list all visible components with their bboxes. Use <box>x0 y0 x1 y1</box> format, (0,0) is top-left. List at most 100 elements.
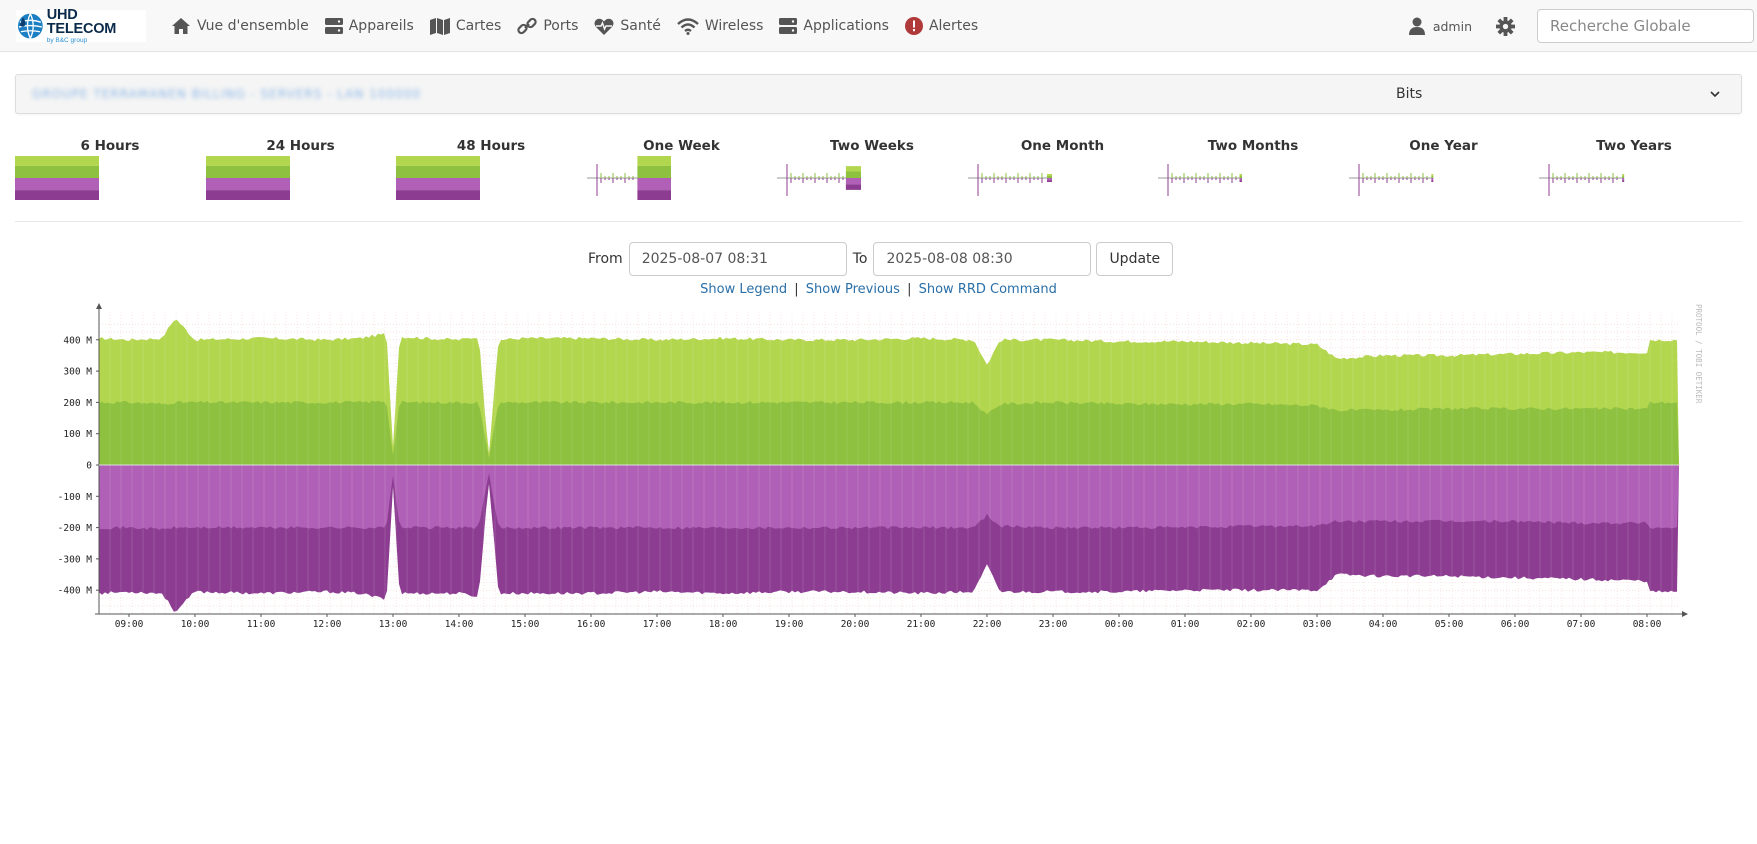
grid-overlay <box>98 312 1673 614</box>
x-tick-label: 04:00 <box>1369 619 1398 630</box>
thumbnail-two-months[interactable]: Two Months <box>1158 136 1348 204</box>
y-tick-label: 0 <box>86 461 92 472</box>
x-tick-label: 00:00 <box>1105 619 1134 630</box>
link-separator: | <box>907 282 912 297</box>
from-date-input[interactable] <box>628 242 847 276</box>
thumbnail-label: One Week <box>643 138 720 154</box>
y-axis-arrow <box>96 303 102 309</box>
show-rrd-command-link[interactable]: Show RRD Command <box>918 282 1057 297</box>
server-icon <box>779 18 798 34</box>
thumbnail-label: Two Weeks <box>830 138 914 154</box>
nav-wireless-label: Wireless <box>704 18 764 34</box>
brand-tagline: by B&C group <box>46 36 88 44</box>
port-title: GROUPE TERRAMANEN BILLING - SERVERS - LA… <box>32 87 421 101</box>
x-tick-label: 21:00 <box>907 619 936 630</box>
user-menu[interactable]: admin <box>1408 17 1472 35</box>
y-tick-label: -100 M <box>58 492 93 503</box>
x-tick-label: 05:00 <box>1435 619 1464 630</box>
thumbnail-6-hours[interactable]: 6 Hours <box>15 136 205 204</box>
x-tick-label: 20:00 <box>841 619 870 630</box>
x-tick-label: 10:00 <box>181 619 210 630</box>
nav-health-label: Santé <box>620 18 661 34</box>
user-icon <box>1408 17 1425 35</box>
brand-name: UHD TELECOM <box>46 6 117 38</box>
nav-alerts-label: Alertes <box>928 18 979 34</box>
traffic-areas <box>99 319 1679 612</box>
nav-health[interactable]: Santé <box>594 18 661 35</box>
y-tick-label: -300 M <box>58 554 93 565</box>
graph-type-select[interactable]: Bits <box>1396 75 1736 113</box>
x-tick-label: 15:00 <box>511 619 540 630</box>
series-out-inner <box>99 465 1679 530</box>
x-tick-label: 07:00 <box>1567 619 1596 630</box>
home-icon <box>172 18 190 34</box>
nav-overview-label: Vue d'ensemble <box>197 18 309 34</box>
x-tick-label: 23:00 <box>1039 619 1068 630</box>
thumbnail-label: 24 Hours <box>266 138 335 154</box>
user-name: admin <box>1432 18 1472 34</box>
thumbnail-graph <box>586 156 671 200</box>
y-tick-label: 400 M <box>63 335 92 346</box>
x-axis-arrow <box>1682 611 1688 617</box>
nav-devices[interactable]: Appareils <box>324 18 414 34</box>
nav-maps-label: Cartes <box>455 18 502 34</box>
y-tick-label: 100 M <box>63 429 92 440</box>
x-tick-label: 02:00 <box>1237 619 1266 630</box>
graph-panel-header: GROUPE TERRAMANEN BILLING - SERVERS - LA… <box>15 74 1742 114</box>
x-tick-label: 08:00 <box>1633 619 1662 630</box>
wifi-icon <box>677 17 699 35</box>
x-tick-label: 17:00 <box>643 619 672 630</box>
thumbnail-graph <box>777 164 861 196</box>
y-tick-label: 300 M <box>63 367 92 378</box>
nav-applications[interactable]: Applications <box>779 18 889 34</box>
show-legend-link[interactable]: Show Legend <box>700 282 788 297</box>
global-search-input[interactable] <box>1537 9 1754 43</box>
thumbnail-one-year[interactable]: One Year <box>1348 136 1539 204</box>
date-range-form: From To Update <box>588 242 1174 276</box>
graph-links: Show Legend | Show Previous | Show RRD C… <box>0 282 1757 297</box>
y-tick-label: -400 M <box>58 586 93 597</box>
x-tick-label: 01:00 <box>1171 619 1200 630</box>
update-button[interactable]: Update <box>1096 242 1174 276</box>
thumbnail-two-years[interactable]: Two Years <box>1539 136 1729 204</box>
thumbnail-graph <box>1348 164 1433 196</box>
nav-overview[interactable]: Vue d'ensemble <box>171 17 309 35</box>
thumbnail-graph <box>15 156 99 200</box>
to-date-input[interactable] <box>873 242 1092 276</box>
link-icon <box>517 17 537 35</box>
thumbnail-graph <box>205 156 290 200</box>
thumbnail-graph <box>967 164 1052 196</box>
x-tick-label: 16:00 <box>577 619 606 630</box>
x-tick-label: 14:00 <box>445 619 474 630</box>
thumbnail-graph <box>1539 164 1625 196</box>
x-tick-label: 03:00 <box>1303 619 1332 630</box>
nav-ports[interactable]: Ports <box>517 17 578 35</box>
traffic-graph: 400 M 300 M 200 M 100 M 0 -100 M -200 M -300 M -… <box>58 303 1703 630</box>
thumbnail-label: 48 Hours <box>456 138 526 154</box>
thumbnail-one-week[interactable]: One Week <box>586 136 777 204</box>
brand-logo[interactable]: UHD TELECOM by B&C group <box>16 6 146 44</box>
thumbnail-label: 6 Hours <box>80 138 140 154</box>
x-tick-label: 13:00 <box>379 619 408 630</box>
nav-ports-label: Ports <box>543 18 579 34</box>
gear-icon <box>1496 16 1515 36</box>
globe-icon <box>17 13 43 39</box>
x-tick-label: 12:00 <box>313 619 342 630</box>
x-tick-label: 11:00 <box>247 619 276 630</box>
thumbnail-48-hours[interactable]: 48 Hours <box>396 136 586 204</box>
thumbnail-two-weeks[interactable]: Two Weeks <box>777 136 967 204</box>
thumbnail-one-month[interactable]: One Month <box>967 136 1158 204</box>
thumbnail-24-hours[interactable]: 24 Hours <box>205 136 396 204</box>
divider <box>15 221 1742 222</box>
nav-maps[interactable]: Cartes <box>429 17 502 35</box>
x-tick-label: 19:00 <box>775 619 804 630</box>
show-previous-link[interactable]: Show Previous <box>805 282 900 297</box>
settings-button[interactable] <box>1496 16 1515 36</box>
server-icon <box>324 18 343 34</box>
x-tick-label: 06:00 <box>1501 619 1530 630</box>
x-tick-label: 09:00 <box>115 619 144 630</box>
nav-wireless[interactable]: Wireless <box>677 17 764 35</box>
series-in-inner <box>99 400 1679 465</box>
thumbnail-label: One Year <box>1409 138 1478 154</box>
nav-alerts[interactable]: Alertes <box>904 17 979 35</box>
